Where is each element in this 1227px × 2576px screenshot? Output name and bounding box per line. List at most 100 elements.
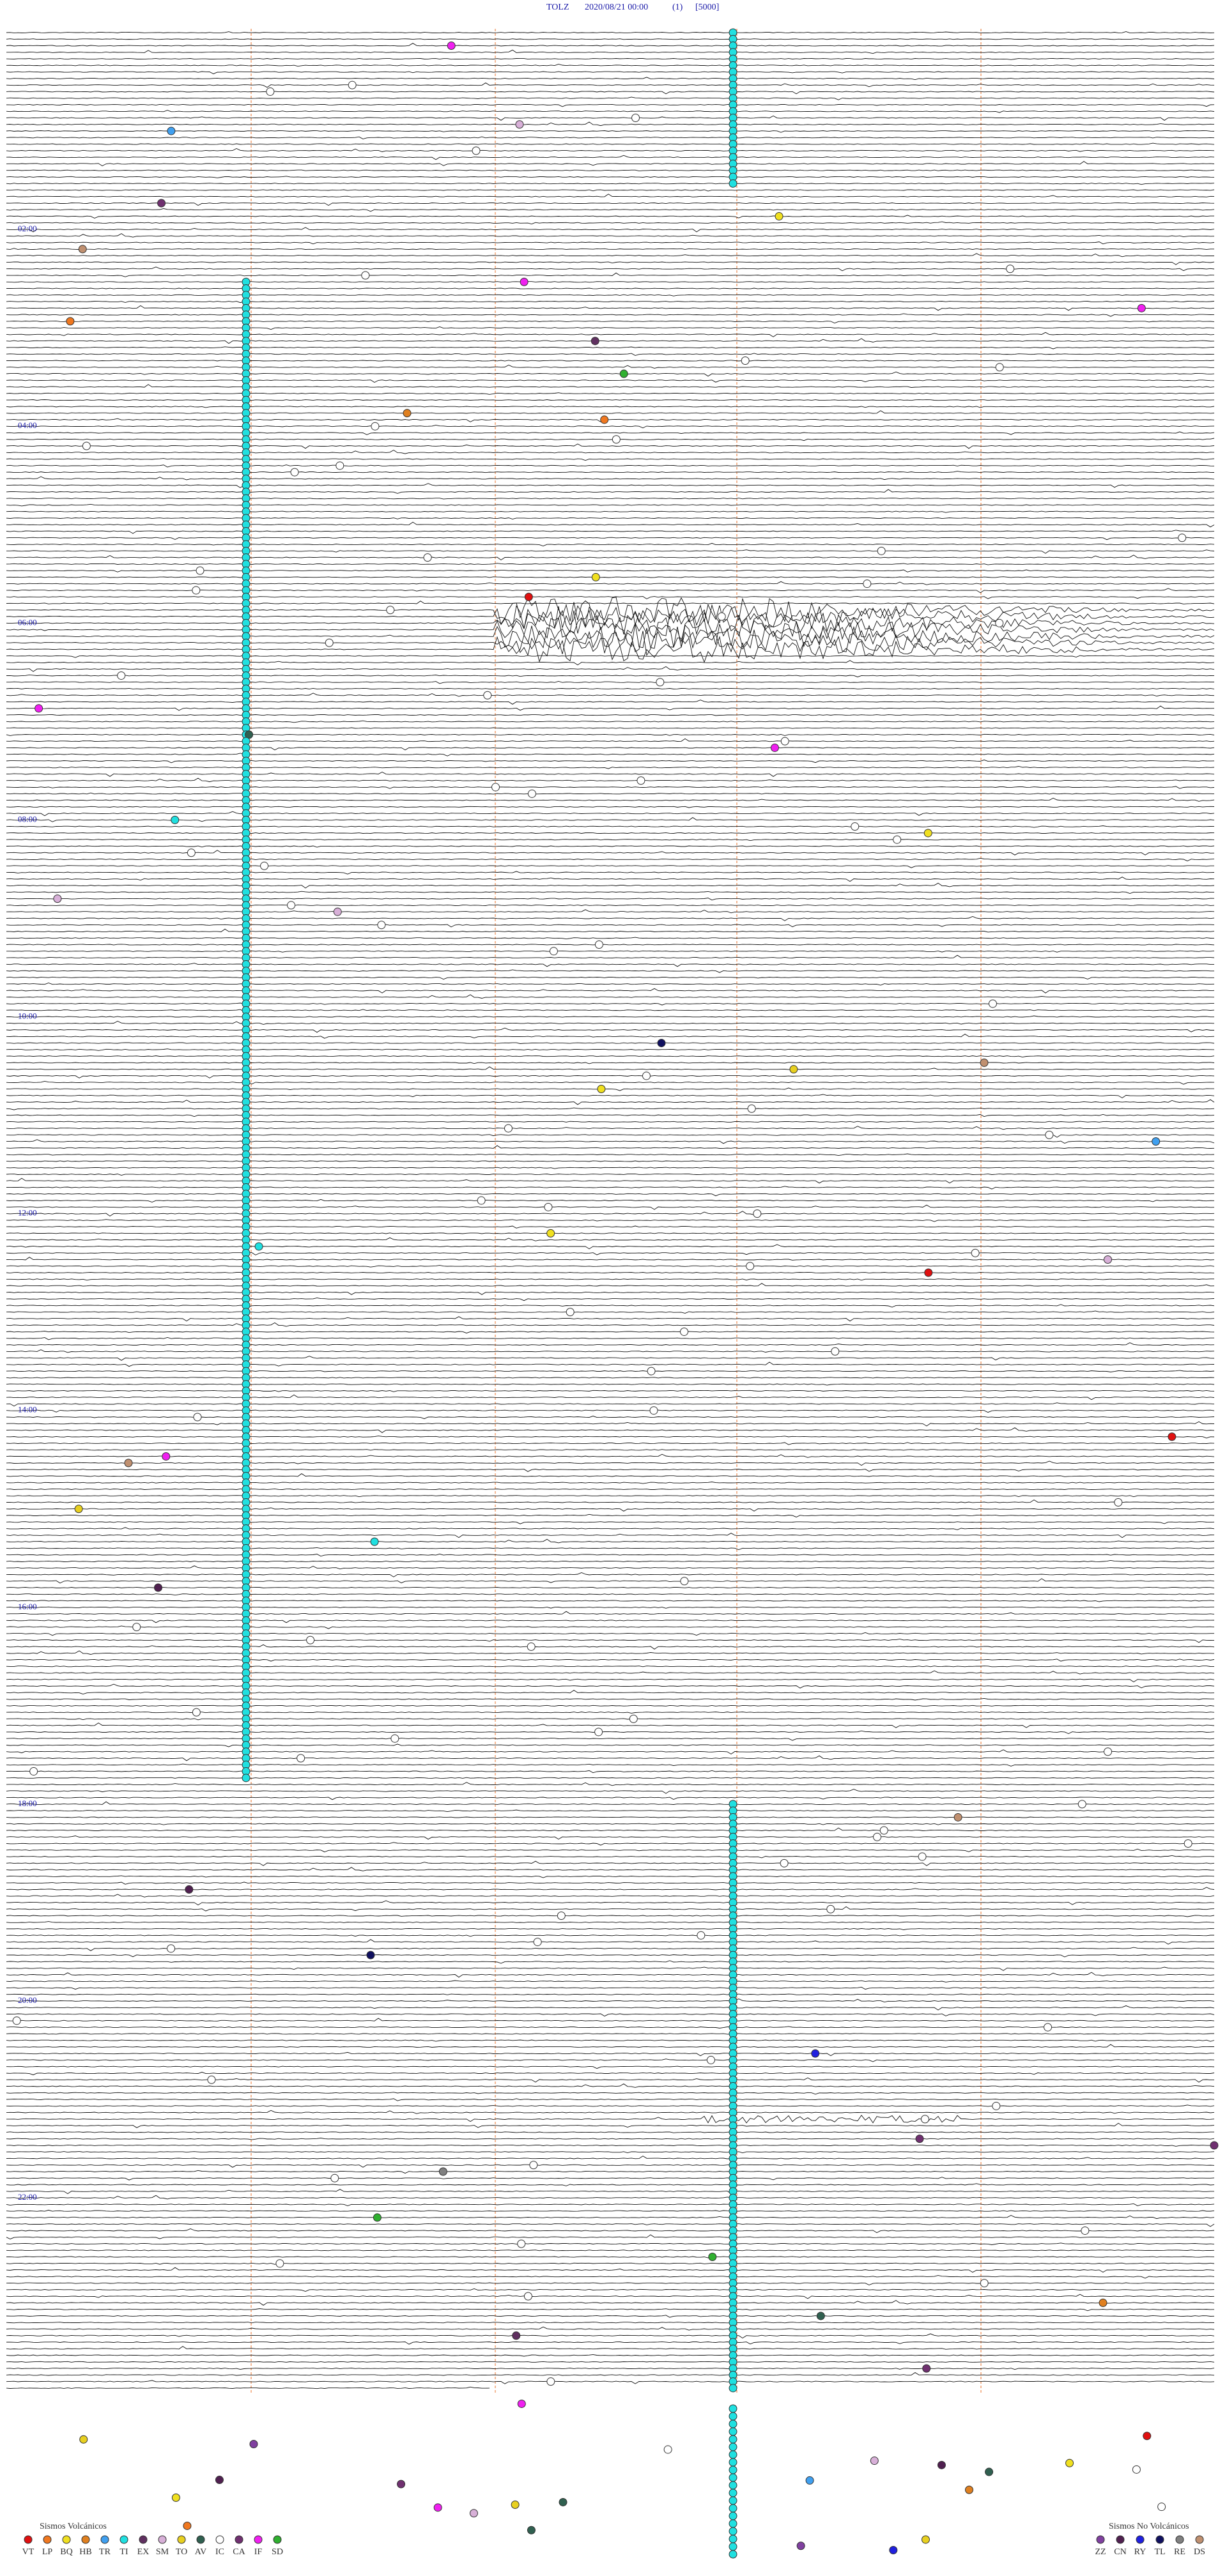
event-marker	[631, 114, 640, 123]
legend-marker	[235, 2535, 243, 2544]
event-markers	[12, 28, 1219, 2559]
hour-label: 10:00	[18, 1011, 37, 1020]
trace	[6, 1020, 1215, 1025]
event-marker	[741, 356, 750, 365]
event-marker	[523, 2292, 532, 2301]
trace	[6, 1186, 1215, 1190]
event-marker	[53, 894, 62, 903]
trace	[6, 2039, 1215, 2042]
event-marker	[491, 783, 500, 792]
trace	[6, 1939, 1215, 1945]
trace	[6, 1283, 1215, 1287]
trace	[6, 449, 1215, 454]
legend-code: CA	[233, 2547, 245, 2557]
trace	[6, 2300, 1215, 2306]
trace	[6, 1219, 1215, 1222]
trace	[6, 1928, 1215, 1930]
trace	[6, 693, 1215, 697]
event-marker	[680, 1577, 689, 1586]
trace	[6, 1349, 1215, 1353]
hour-label: 02:00	[18, 224, 37, 233]
event-marker	[1081, 2226, 1090, 2235]
trace	[6, 2282, 1215, 2285]
event-marker	[600, 415, 609, 424]
trace	[6, 169, 1215, 172]
trace	[6, 950, 1215, 953]
event-marker	[995, 618, 1004, 627]
trace	[6, 1211, 1215, 1217]
trace	[6, 924, 1215, 928]
event-marker	[192, 586, 201, 595]
hour-label: 06:00	[18, 617, 37, 627]
trace	[6, 1361, 1215, 1367]
trace	[6, 1080, 1215, 1085]
trace	[6, 759, 1215, 763]
event-marker	[729, 2542, 737, 2551]
event-marker	[511, 2500, 520, 2509]
scale: [5000]	[695, 3, 719, 12]
trace	[6, 2294, 1215, 2299]
trace	[6, 424, 1215, 429]
event-marker	[1065, 2458, 1074, 2467]
event-marker	[729, 2534, 737, 2543]
trace	[6, 2189, 1214, 2195]
event-marker	[559, 2497, 567, 2506]
trace	[6, 176, 1215, 178]
trace	[6, 1193, 1215, 1197]
event-marker	[746, 1262, 755, 1271]
trace	[6, 2228, 1215, 2234]
trace	[6, 1538, 1215, 1544]
trace	[6, 1402, 1215, 1407]
trace	[6, 1718, 1215, 1721]
event-marker	[196, 566, 204, 575]
trace	[6, 1204, 1215, 1210]
trace	[6, 2361, 1215, 2363]
event-marker	[1210, 2141, 1219, 2150]
legend-marker	[158, 2535, 167, 2544]
event-marker	[697, 1931, 706, 1940]
trace	[6, 1257, 1215, 1261]
trace	[6, 1460, 1214, 1466]
event-marker	[124, 1459, 133, 1468]
trace	[6, 1514, 1215, 1518]
trace	[6, 189, 1215, 192]
trace	[6, 1291, 1215, 1295]
trace	[6, 1278, 1214, 1281]
event-marker	[66, 317, 75, 326]
event-marker	[729, 2488, 737, 2497]
trace	[6, 71, 1215, 75]
event-marker	[729, 2511, 737, 2520]
trace	[6, 1331, 1215, 1334]
trace	[6, 38, 1215, 40]
event-marker	[780, 737, 789, 746]
trace	[6, 1763, 1215, 1767]
event-marker	[811, 2049, 820, 2058]
trace	[6, 1304, 1215, 1308]
trace	[6, 666, 1215, 672]
trace	[6, 806, 1215, 808]
event-marker	[390, 1734, 399, 1743]
legend-marker	[1136, 2535, 1145, 2544]
event-marker	[330, 2174, 339, 2182]
legend-code: RE	[1174, 2547, 1185, 2557]
trace	[6, 1986, 1215, 1990]
trace	[6, 510, 1215, 513]
event-marker	[512, 2331, 521, 2340]
trace	[6, 700, 1214, 705]
trace	[6, 1075, 1215, 1078]
event-marker	[1006, 264, 1015, 273]
trace	[6, 2322, 1215, 2324]
event-marker	[447, 42, 456, 50]
trace	[6, 136, 1215, 139]
trace	[6, 1712, 1215, 1714]
trace	[6, 1666, 1215, 1667]
event-marker	[816, 2312, 825, 2320]
event-marker	[325, 638, 334, 647]
trace	[6, 845, 1215, 848]
legend-title: Sismos Volcánicos	[40, 2522, 107, 2531]
event-marker	[1152, 1137, 1161, 1146]
trace	[6, 2242, 1215, 2245]
trace	[6, 1860, 1215, 1866]
event-marker	[656, 678, 665, 687]
